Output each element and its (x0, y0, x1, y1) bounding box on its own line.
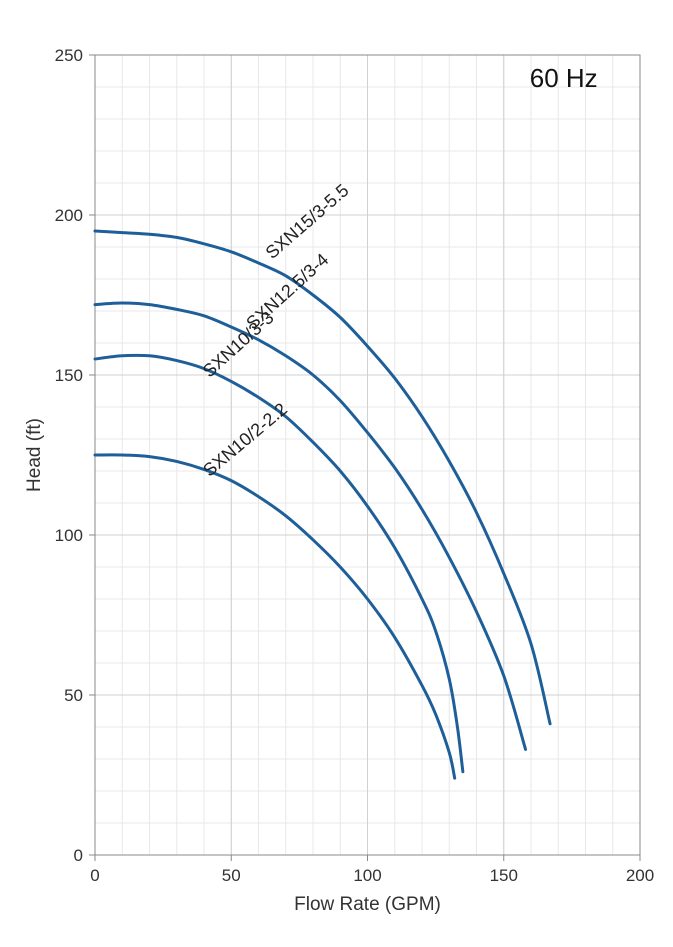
x-tick-label: 0 (90, 866, 99, 885)
pump-curve-chart: 0 50 100 150 200 0 50 100 150 200 250 Flow Rate (GP… (0, 0, 673, 947)
x-tick-label: 50 (222, 866, 241, 885)
y-tick-label: 150 (55, 366, 83, 385)
y-axis-label: Head (ft) (24, 418, 45, 492)
x-tick-label: 150 (490, 866, 518, 885)
x-axis-label: Flow Rate (GPM) (294, 894, 441, 915)
y-tick-label: 100 (55, 526, 83, 545)
y-tick-label: 250 (55, 46, 83, 65)
x-tick-label: 200 (626, 866, 654, 885)
y-tick-label: 200 (55, 206, 83, 225)
chart-svg: 0 50 100 150 200 0 50 100 150 200 250 Flow Rate (GP… (0, 0, 673, 947)
x-tick-label: 100 (353, 866, 381, 885)
y-tick-label: 50 (64, 686, 83, 705)
y-tick-label: 0 (74, 846, 83, 865)
frequency-label: 60 Hz (530, 63, 598, 93)
